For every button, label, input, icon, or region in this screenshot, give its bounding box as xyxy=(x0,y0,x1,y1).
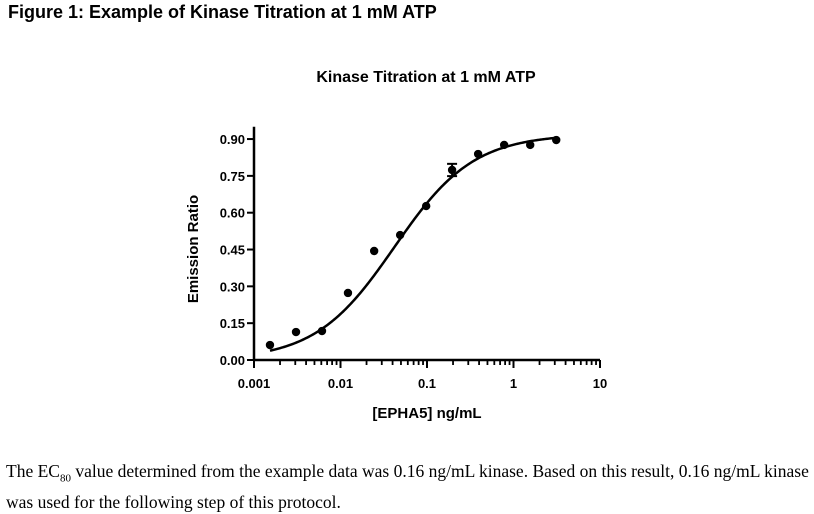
x-axis-label: [EPHA5] ng/mL xyxy=(372,405,481,422)
data-point xyxy=(499,140,509,150)
x-tick-label: 1 xyxy=(510,376,517,391)
caption-part1: The EC xyxy=(6,461,60,481)
caption-subscript: 80 xyxy=(59,472,71,485)
x-tick-label: 0.01 xyxy=(328,376,353,391)
caption: The EC80 value determined from the examp… xyxy=(6,460,812,514)
x-tick-label: 0.1 xyxy=(418,376,436,391)
data-point xyxy=(526,140,535,150)
data-point xyxy=(473,149,483,159)
caption-part2: value determined from the example data w… xyxy=(6,461,809,512)
y-tick-label: 0.45 xyxy=(220,243,245,258)
axes: 0.00 0.15 0.30 0.45 0.60 0.75 0.90 0.001 0.01 0.1… xyxy=(220,126,607,391)
fit-curve-group xyxy=(269,136,557,352)
data-point xyxy=(291,327,301,337)
x-tick-label: 0.001 xyxy=(238,376,271,391)
data-point xyxy=(421,201,431,211)
data-point xyxy=(317,326,327,336)
fit-curve xyxy=(269,136,557,352)
x-tick-label: 10 xyxy=(593,376,607,391)
data-point xyxy=(395,230,405,240)
data-point xyxy=(369,246,379,256)
y-tick-label: 0.30 xyxy=(220,279,245,294)
y-tick-label: 0.60 xyxy=(220,206,245,221)
chart: Kinase Titration at 1 mM ATP 0.00 0.15 0.3… xyxy=(185,69,607,422)
figure-title: Figure 1: Example of Kinase Titration at… xyxy=(8,2,437,22)
y-axis-label: Emission Ratio xyxy=(185,195,202,303)
data-point xyxy=(552,135,561,145)
y-tick-label: 0.15 xyxy=(220,316,245,331)
chart-title: Kinase Titration at 1 mM ATP xyxy=(316,69,536,86)
data-point xyxy=(447,165,457,175)
data-point xyxy=(265,340,275,350)
y-tick-label: 0.75 xyxy=(220,169,245,184)
data-points xyxy=(265,135,561,350)
y-tick-label: 0.00 xyxy=(220,353,245,368)
data-point xyxy=(343,288,353,298)
y-tick-label: 0.90 xyxy=(220,132,245,147)
